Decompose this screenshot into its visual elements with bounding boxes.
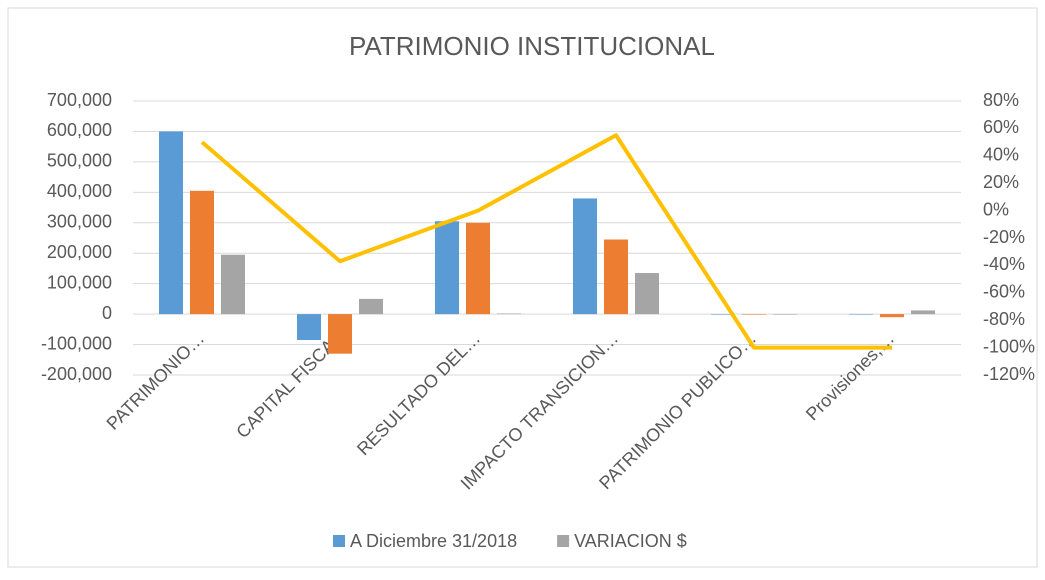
bar (635, 273, 659, 315)
bar (773, 314, 797, 315)
y2-tick-label: 80% (983, 90, 1019, 110)
bar (497, 313, 521, 315)
bar (359, 298, 383, 315)
y-tick-label: 400,000 (47, 181, 112, 201)
bar (711, 314, 735, 315)
y-tick-label: 0 (102, 303, 112, 323)
line-series (200, 133, 892, 350)
y-tick-label: 200,000 (47, 242, 112, 262)
legend-label: VARIACION $ (574, 531, 687, 551)
y2-tick-label: 40% (983, 145, 1019, 165)
bar (221, 254, 245, 315)
y2-tick-label: 60% (983, 117, 1019, 137)
y-tick-label: 100,000 (47, 272, 112, 292)
y-tick-label: 500,000 (47, 151, 112, 171)
y-tick-label: -100,000 (41, 333, 112, 353)
bar (190, 190, 214, 315)
legend-swatch (333, 535, 345, 547)
bar (297, 314, 321, 340)
y2-tick-label: 0% (983, 199, 1009, 219)
y-tick-label: 700,000 (47, 90, 112, 110)
bar (849, 314, 873, 315)
bar (435, 221, 459, 315)
bar (911, 310, 935, 315)
bar (604, 239, 628, 315)
y-tick-label: -200,000 (41, 364, 112, 384)
chart-title: PATRIMONIO INSTITUCIONAL (349, 31, 715, 61)
y2-tick-label: -100% (983, 336, 1035, 356)
y2-tick-label: -20% (983, 227, 1025, 247)
bar (742, 314, 766, 315)
legend-label: A Diciembre 31/2018 (350, 531, 517, 551)
y2-tick-label: -80% (983, 309, 1025, 329)
bar (880, 314, 904, 318)
legend-swatch (557, 535, 570, 547)
y2-tick-label: 20% (983, 172, 1019, 192)
bar (573, 198, 597, 315)
bar (159, 131, 183, 315)
y2-tick-label: -40% (983, 254, 1025, 274)
y-tick-label: 600,000 (47, 120, 112, 140)
y-tick-label: 300,000 (47, 212, 112, 232)
y2-tick-label: -120% (983, 364, 1035, 384)
bar (328, 314, 352, 354)
y2-tick-label: -60% (983, 282, 1025, 302)
bar (466, 222, 490, 315)
